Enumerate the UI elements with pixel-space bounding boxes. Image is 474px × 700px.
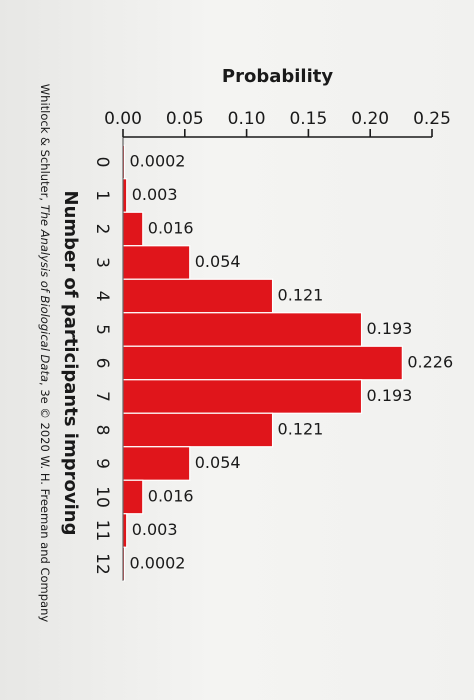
y-axis-title: Probability <box>222 66 333 87</box>
bar-3 <box>122 245 191 280</box>
y-tick-label-0.10: 0.10 <box>228 109 266 129</box>
bar-10 <box>122 479 144 515</box>
x-tick-label-0: 0 <box>92 157 112 168</box>
data-label-4: 0.121 <box>278 286 324 305</box>
x-tick-label-6: 6 <box>92 358 112 369</box>
data-label-6: 0.226 <box>407 353 453 372</box>
credit-suffix: , 3e © 2020 W. H. Freeman and Company <box>38 382 52 622</box>
x-tick-label-11: 11 <box>92 520 112 542</box>
data-label-12: 0.0002 <box>130 554 186 573</box>
bar-5 <box>122 312 363 347</box>
data-label-2: 0.016 <box>148 219 194 238</box>
bar-1 <box>122 178 128 213</box>
x-tick-label-12: 12 <box>92 553 112 575</box>
credit-book-title: The Analysis of Biological Data <box>38 205 52 382</box>
figure-credit: Whitlock & Schluter, The Analysis of Bio… <box>38 84 52 623</box>
y-tick-label-0.20: 0.20 <box>351 109 389 129</box>
y-tick-label-0.15: 0.15 <box>289 109 327 129</box>
data-label-8: 0.121 <box>278 420 324 439</box>
bar-6 <box>122 345 403 381</box>
y-tick-label-0.00: 0.00 <box>104 109 142 129</box>
bar-9 <box>122 446 191 481</box>
bar-7 <box>122 379 363 414</box>
data-label-3: 0.054 <box>195 252 241 271</box>
x-axis-title: Number of participants improving <box>60 191 81 536</box>
x-tick-label-3: 3 <box>92 257 112 268</box>
data-label-9: 0.054 <box>195 453 241 472</box>
data-label-1: 0.003 <box>132 185 178 204</box>
x-tick-label-10: 10 <box>92 486 112 508</box>
x-tick-label-9: 9 <box>92 458 112 469</box>
data-label-5: 0.193 <box>367 319 413 338</box>
y-tick-label-0.25: 0.25 <box>413 109 451 129</box>
bar-8 <box>122 412 274 448</box>
data-label-10: 0.016 <box>148 487 194 506</box>
x-tick-label-4: 4 <box>92 291 112 302</box>
x-tick-label-1: 1 <box>92 190 112 201</box>
data-label-7: 0.193 <box>367 386 413 405</box>
bar-11 <box>122 513 128 548</box>
bar-2 <box>122 211 144 247</box>
y-tick-label-0.05: 0.05 <box>166 109 204 129</box>
x-tick-label-7: 7 <box>92 391 112 402</box>
data-label-0: 0.0002 <box>130 152 186 171</box>
x-tick-label-2: 2 <box>92 224 112 235</box>
x-tick-label-5: 5 <box>92 324 112 335</box>
bar-4 <box>122 278 274 314</box>
x-tick-label-8: 8 <box>92 425 112 436</box>
data-label-11: 0.003 <box>132 520 178 539</box>
credit-prefix: Whitlock & Schluter, <box>38 84 52 205</box>
